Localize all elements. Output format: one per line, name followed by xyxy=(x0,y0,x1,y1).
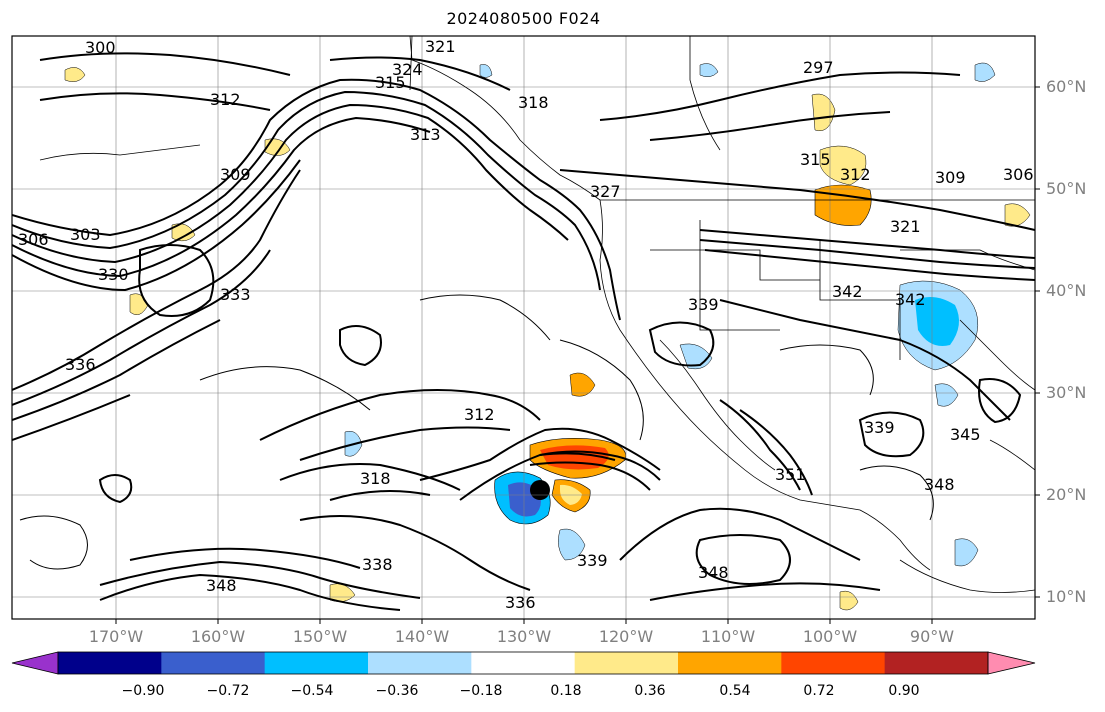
lon-label: 140°W xyxy=(394,627,450,646)
contour-label: 297 xyxy=(803,58,834,77)
lon-label: 120°W xyxy=(598,627,654,646)
contour-label: 324 xyxy=(392,60,423,79)
map-plot-area: 300 297 321 324 312 315 318 303 309 313 … xyxy=(12,36,1035,619)
colorbar-segment xyxy=(264,652,369,674)
colorbar-segment xyxy=(678,652,782,674)
contour-label: 303 xyxy=(70,225,101,244)
colorbar-tick-label: 0.36 xyxy=(634,683,666,699)
contour-label: 339 xyxy=(577,551,608,570)
positive-blob-northeast xyxy=(814,184,872,226)
contour-label: 348 xyxy=(924,475,955,494)
lat-label: 40°N xyxy=(1046,281,1087,300)
colorbar-tick-label: 0.54 xyxy=(719,683,751,699)
colorbar-segment xyxy=(161,652,266,674)
contour-label: 342 xyxy=(832,282,863,301)
lon-label: 150°W xyxy=(292,627,348,646)
shaded-field xyxy=(64,62,1031,611)
contour-label: 315 xyxy=(800,150,831,169)
thin-contours xyxy=(19,294,934,570)
colorbar-segment xyxy=(58,652,162,674)
colorbar-segment xyxy=(574,652,679,674)
contour-label: 306 xyxy=(1003,165,1034,184)
colorbar-tick-label: −0.18 xyxy=(459,683,503,699)
colorbar-tick-label: 0.72 xyxy=(803,683,835,699)
contour-label: 321 xyxy=(890,217,921,236)
contour-label: 321 xyxy=(425,37,456,56)
contour-label: 348 xyxy=(206,576,237,595)
colorbar-tick-label: 0.90 xyxy=(888,683,920,699)
contour-label: 315 xyxy=(375,73,406,92)
contour-label: 309 xyxy=(935,168,966,187)
contour-label: 339 xyxy=(688,295,719,314)
contour-label: 330 xyxy=(98,265,129,284)
lat-label: 50°N xyxy=(1046,179,1087,198)
contour-label: 339 xyxy=(864,418,895,437)
contour-label: 318 xyxy=(360,469,391,488)
lat-label: 30°N xyxy=(1046,383,1087,402)
contour-label: 348 xyxy=(698,563,729,582)
lon-label: 130°W xyxy=(496,627,552,646)
lon-label: 90°W xyxy=(909,627,955,646)
contour-label: 333 xyxy=(220,285,251,304)
contour-label: 300 xyxy=(85,38,116,57)
contour-label: 313 xyxy=(410,125,441,144)
contour-label: 318 xyxy=(518,93,549,112)
contour-label: 312 xyxy=(210,90,241,109)
contour-label: 342 xyxy=(895,290,926,309)
colorbar-extend-right xyxy=(987,651,1036,675)
colorbar-tick-label: −0.36 xyxy=(375,683,419,699)
colorbar xyxy=(11,651,1036,675)
colorbar-segment xyxy=(884,652,989,674)
contour-label: 351 xyxy=(775,465,806,484)
contour-label: 345 xyxy=(950,425,981,444)
tick-marks xyxy=(115,86,1040,624)
lat-label: 60°N xyxy=(1046,77,1087,96)
graticule xyxy=(12,36,1035,619)
lon-label: 170°W xyxy=(88,627,144,646)
contour-label: 336 xyxy=(65,355,96,374)
colorbar-tick-label: −0.54 xyxy=(290,683,334,699)
colorbar-extend-left xyxy=(11,651,59,675)
contour-labels: 300 297 321 324 312 315 318 303 309 313 … xyxy=(18,37,1034,612)
center-marker xyxy=(530,480,550,500)
colorbar-segment xyxy=(368,652,472,674)
colorbar-tick-label: −0.72 xyxy=(206,683,250,699)
contour-label: 306 xyxy=(18,230,49,249)
lon-label: 160°W xyxy=(190,627,246,646)
lat-label: 20°N xyxy=(1046,485,1087,504)
contour-label: 327 xyxy=(590,182,621,201)
colorbar-tick-label: 0.18 xyxy=(550,683,582,699)
colorbar-segment xyxy=(781,652,886,674)
lat-label: 10°N xyxy=(1046,587,1087,606)
colorbar-tick-label: −0.90 xyxy=(121,683,165,699)
contour-label: 336 xyxy=(505,593,536,612)
map-title: 2024080500 F024 xyxy=(446,9,601,28)
colorbar-segment xyxy=(471,652,576,674)
contour-label: 312 xyxy=(840,165,871,184)
lon-label: 110°W xyxy=(700,627,756,646)
contours xyxy=(12,52,1035,611)
contour-label: 309 xyxy=(220,165,251,184)
colorbar-frame xyxy=(57,651,989,675)
contour-label: 312 xyxy=(464,405,495,424)
contour-label: 338 xyxy=(362,555,393,574)
lon-label: 100°W xyxy=(802,627,858,646)
